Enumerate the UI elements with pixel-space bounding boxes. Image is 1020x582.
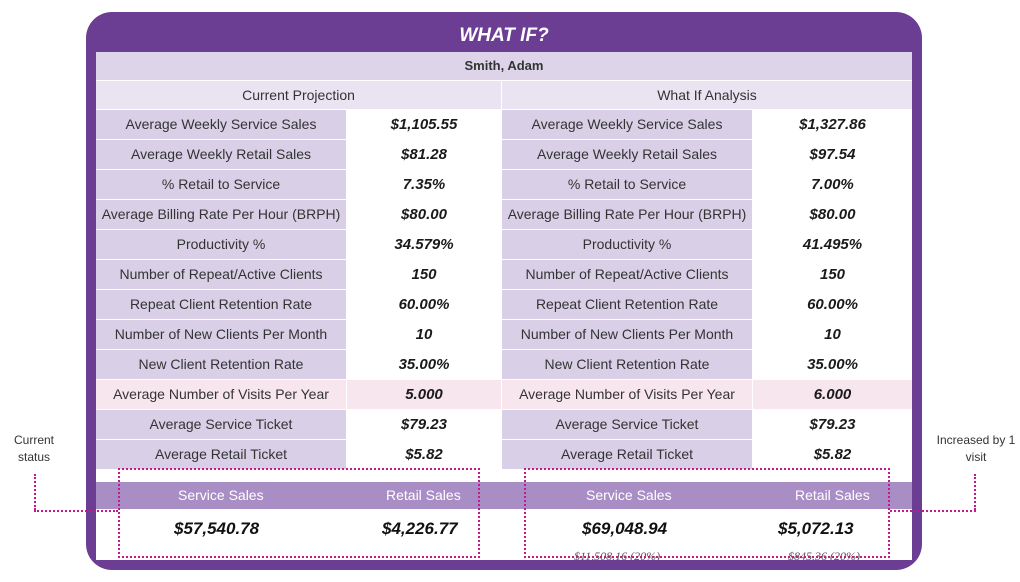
what-if-table: Smith, Adam Current Projection What If A… — [96, 52, 912, 563]
whatif-label: Average Weekly Retail Sales — [502, 140, 752, 169]
current-label: Number of New Clients Per Month — [96, 320, 346, 349]
whatif-value: 150 — [753, 260, 912, 289]
current-value: 5.000 — [347, 380, 501, 409]
table-row: Average Number of Visits Per Year 5.000 Av… — [96, 380, 912, 409]
right-connector-horizontal — [890, 510, 976, 512]
whatif-value: 10 — [753, 320, 912, 349]
table-row: Repeat Client Retention Rate 60.00% Repeat… — [96, 290, 912, 319]
current-value: 7.35% — [347, 170, 501, 199]
table-row: Average Retail Ticket $5.82 Average Retail… — [96, 440, 912, 469]
whatif-value: $5.82 — [753, 440, 912, 469]
current-value: $81.28 — [347, 140, 501, 169]
current-label: Average Weekly Retail Sales — [96, 140, 346, 169]
whatif-label: Average Service Ticket — [502, 410, 752, 439]
current-retail-sales-label: Retail Sales — [386, 487, 461, 503]
whatif-value: $79.23 — [753, 410, 912, 439]
right-connector-vertical — [974, 474, 976, 510]
current-label: Average Number of Visits Per Year — [96, 380, 346, 409]
whatif-retail-sales-value: $5,072.13 — [778, 519, 854, 538]
table-row: Average Billing Rate Per Hour (BRPH) $80.… — [96, 200, 912, 229]
current-service-sales-label: Service Sales — [178, 487, 264, 503]
table-row: Average Weekly Service Sales $1,105.55 Ave… — [96, 110, 912, 139]
whatif-service-sales-value: $69,048.94 — [582, 519, 668, 538]
whatif-value: $80.00 — [753, 200, 912, 229]
table-row: % Retail to Service 7.35%% Retail to Serv… — [96, 170, 912, 199]
table-row: Number of New Clients Per Month 10 Number … — [96, 320, 912, 349]
current-service-sales-value: $57,540.78 — [174, 519, 260, 538]
whatif-value: 41.495% — [753, 230, 912, 259]
current-value: 150 — [347, 260, 501, 289]
current-label: Productivity % — [96, 230, 346, 259]
summary-header: Service Sales Retail Sales Service Sales… — [96, 482, 912, 509]
whatif-label: New Client Retention Rate — [502, 350, 752, 379]
whatif-service-sales-label: Service Sales — [586, 487, 672, 503]
current-value: 10 — [347, 320, 501, 349]
whatif-label: Average Weekly Service Sales — [502, 110, 752, 139]
table-row: New Client Retention Rate 35.00% New Clien… — [96, 350, 912, 379]
current-label: Repeat Client Retention Rate — [96, 290, 346, 319]
whatif-value: $97.54 — [753, 140, 912, 169]
current-label: Average Service Ticket — [96, 410, 346, 439]
table-row: Productivity % 34.579% Productivity % 41.49… — [96, 230, 912, 259]
whatif-label: Number of New Clients Per Month — [502, 320, 752, 349]
card-title: WHAT IF? — [459, 25, 549, 46]
whatif-value: 35.00% — [753, 350, 912, 379]
current-value: $79.23 — [347, 410, 501, 439]
whatif-retail-sales-label: Retail Sales — [795, 487, 870, 503]
current-value: $80.00 — [347, 200, 501, 229]
current-status-note: Current status — [13, 433, 54, 464]
current-label: Number of Repeat/Active Clients — [96, 260, 346, 289]
left-connector-horizontal — [34, 510, 118, 512]
whatif-label: Average Billing Rate Per Hour (BRPH) — [502, 200, 752, 229]
current-projection-header: Current Projection — [96, 81, 501, 109]
client-name: Smith, Adam — [96, 52, 912, 80]
whatif-label: Average Number of Visits Per Year — [502, 380, 752, 409]
whatif-value: 60.00% — [753, 290, 912, 319]
current-value: 60.00% — [347, 290, 501, 319]
current-label: Average Retail Ticket — [96, 440, 346, 469]
whatif-value: 6.000 — [753, 380, 912, 409]
current-retail-sales-value: $4,226.77 — [382, 519, 458, 538]
whatif-label: % Retail to Service — [502, 170, 752, 199]
current-label: Average Billing Rate Per Hour (BRPH) — [96, 200, 346, 229]
current-label: New Client Retention Rate — [96, 350, 346, 379]
table-row: Number of Repeat/Active Clients 150 Number… — [96, 260, 912, 289]
table-row: Average Service Ticket $79.23 Average Serv… — [96, 410, 912, 439]
whatif-value: $1,327.86 — [753, 110, 912, 139]
current-summary-highlight — [118, 468, 480, 558]
current-label: Average Weekly Service Sales — [96, 110, 346, 139]
whatif-label: Number of Repeat/Active Clients — [502, 260, 752, 289]
whatif-label: Repeat Client Retention Rate — [502, 290, 752, 319]
current-value: 34.579% — [347, 230, 501, 259]
current-value: 35.00% — [347, 350, 501, 379]
current-value: $1,105.55 — [347, 110, 501, 139]
current-label: % Retail to Service — [96, 170, 346, 199]
table-row: Average Weekly Retail Sales $81.28 Average… — [96, 140, 912, 169]
current-value: $5.82 — [347, 440, 501, 469]
what-if-card: WHAT IF? Smith, Adam Current Projection … — [86, 12, 922, 570]
whatif-value: 7.00% — [753, 170, 912, 199]
whatif-label: Average Retail Ticket — [502, 440, 752, 469]
whatif-label: Productivity % — [502, 230, 752, 259]
whatif-summary-highlight — [524, 468, 890, 558]
increased-note: Increased by 1 visit — [936, 433, 1016, 464]
left-connector-vertical — [34, 474, 36, 510]
what-if-analysis-header: What If Analysis — [502, 81, 912, 109]
